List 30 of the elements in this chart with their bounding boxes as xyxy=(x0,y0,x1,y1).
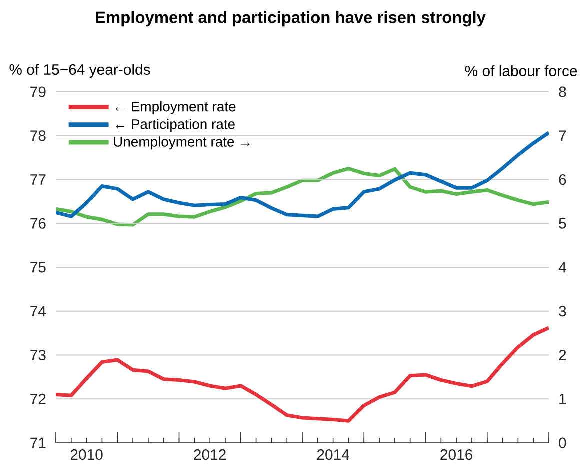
x-tick-label: 2012 xyxy=(194,450,226,460)
line-series xyxy=(56,166,550,227)
y2-tick-label: 1 xyxy=(560,394,566,404)
y-tick-label: 76 xyxy=(30,218,46,229)
y2-tick-label: 6 xyxy=(559,174,566,186)
chart-title: Employment and participation have risen strongly xyxy=(96,11,486,27)
y2-tick-label: 8 xyxy=(559,86,566,98)
y2-tick-label: 7 xyxy=(559,130,566,142)
y2-tick-label: 2 xyxy=(559,350,566,360)
y-tick-label: 77 xyxy=(30,174,46,185)
y2-tick-label: 5 xyxy=(559,218,566,229)
y-tick-label: 75 xyxy=(30,262,46,273)
legend-label: ← Participation rate xyxy=(116,119,235,132)
y-tick-label: 71 xyxy=(30,438,46,448)
y-axis-title: % of 15−64 year-olds xyxy=(10,64,150,78)
y2-tick-label: 4 xyxy=(558,262,566,273)
x-tick-label: 2014 xyxy=(317,450,350,460)
y-tick-label: 79 xyxy=(30,86,46,98)
line-series xyxy=(56,326,550,423)
y-tick-label: 73 xyxy=(30,350,46,361)
x-tick-label: 2016 xyxy=(440,450,473,460)
x-tick-label: 2010 xyxy=(70,450,103,460)
y2-tick-label: 3 xyxy=(559,306,566,317)
y-tick-label: 74 xyxy=(30,306,46,317)
legend-label: ← Employment rate xyxy=(116,101,236,114)
y2-tick-label: 0 xyxy=(559,438,566,448)
y-tick-label: 78 xyxy=(30,130,46,142)
y-tick-label: 72 xyxy=(30,394,46,404)
legend-label: Unemployment rate → xyxy=(114,136,250,150)
y2-axis-title: % of labour force xyxy=(465,66,578,76)
